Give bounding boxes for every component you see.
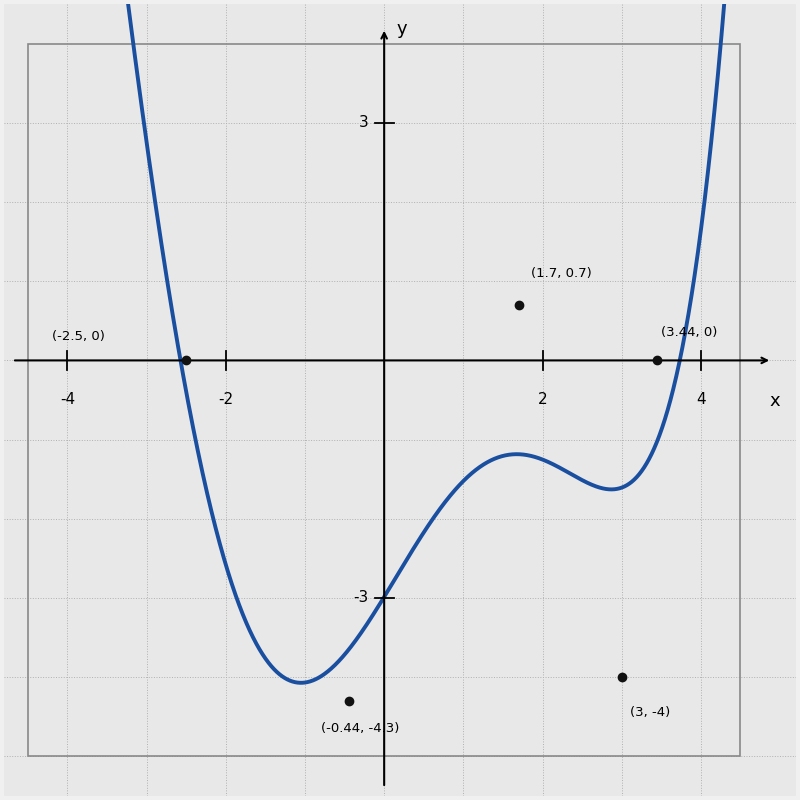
Text: -3: -3 [353,590,368,606]
Text: 2: 2 [538,392,547,407]
Text: 3: 3 [358,115,368,130]
Text: -4: -4 [60,392,75,407]
Text: (-2.5, 0): (-2.5, 0) [52,330,105,343]
Text: x: x [770,392,780,410]
Text: 4: 4 [696,392,706,407]
Text: (3.44, 0): (3.44, 0) [662,326,718,339]
Text: (3, -4): (3, -4) [630,706,670,719]
Text: (-0.44, -4.3): (-0.44, -4.3) [321,722,399,735]
Text: (1.7, 0.7): (1.7, 0.7) [530,267,591,280]
Text: y: y [396,20,406,38]
Text: -2: -2 [218,392,234,407]
